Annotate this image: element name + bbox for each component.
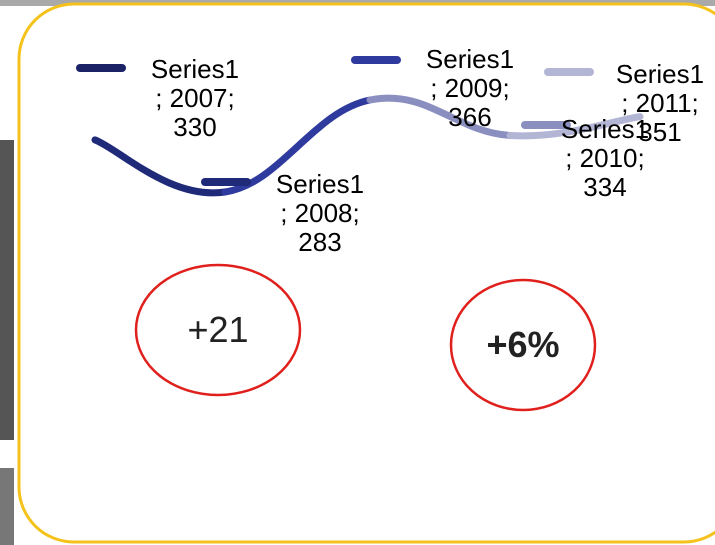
side-image [0, 140, 14, 440]
annotation-circle [134, 263, 302, 397]
panel [17, 2, 715, 544]
data-label: Series1 ; 2010; 334 [560, 114, 650, 202]
data-label: Series1 ; 2009; 366 [425, 44, 515, 132]
line-segment [366, 94, 514, 139]
annotation-text: +6% [486, 324, 560, 365]
data-label: Series1 ; 2007; 330 [150, 54, 240, 142]
annotation-circle [449, 278, 597, 412]
line-segment [506, 113, 644, 140]
side-image [0, 468, 14, 545]
annotation-text: +21 [187, 309, 249, 350]
data-label: Series1 ; 2011; 351 [615, 59, 705, 147]
data-label: Series1 ; 2008; 283 [275, 169, 365, 257]
line-segment [221, 96, 374, 196]
line-segment [91, 136, 229, 197]
